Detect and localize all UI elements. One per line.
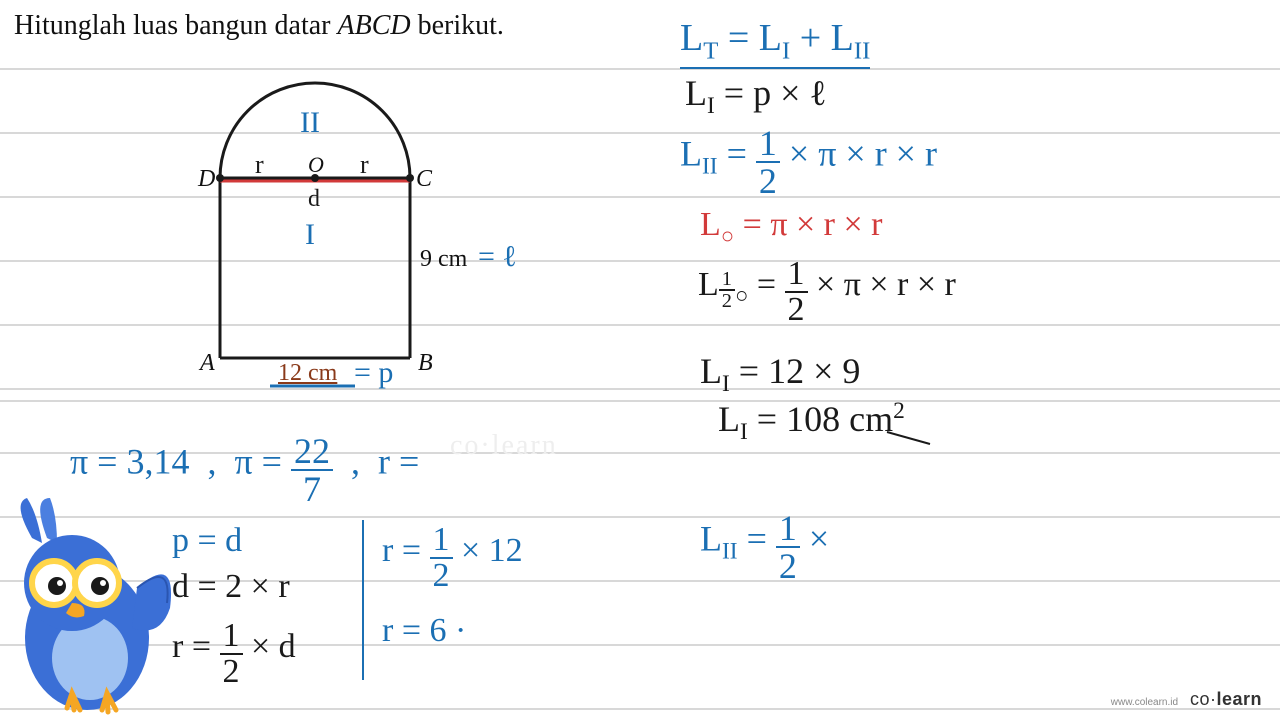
- prompt-pre: Hitunglah luas bangun datar: [14, 10, 337, 41]
- frac-d2: 2: [785, 293, 808, 327]
- frac-n2: 1: [785, 257, 808, 293]
- label-r-left: r: [255, 150, 264, 180]
- brand-pre: co·: [1190, 689, 1217, 709]
- divider-line: [362, 520, 364, 680]
- footer-brand: www.colearn.id co·learn: [1111, 689, 1262, 710]
- frac-n: 1: [756, 125, 780, 163]
- brand-bold: learn: [1216, 689, 1262, 709]
- label-D: D: [198, 166, 215, 193]
- label-9cm-eq: = ℓ: [478, 240, 517, 274]
- geometry-diagram: D C A B O II I d r r 9 cm = ℓ 12 cm = p: [160, 58, 470, 388]
- eq-LI-result: LI = 108 cm2: [718, 398, 905, 446]
- frac-d3: 2: [776, 548, 800, 584]
- eq-Lhalf: L12○ = 12 × π × r × r: [698, 252, 956, 322]
- footer-site: www.colearn.id: [1111, 697, 1178, 708]
- pi-frac-n: 22: [291, 433, 333, 471]
- problem-prompt: Hitunglah luas bangun datar ABCD berikut…: [14, 10, 504, 42]
- eq-r-6: r = 6 ·: [382, 612, 466, 650]
- pi-frac-d: 7: [291, 471, 333, 507]
- eq-Lo: L○ = π × r × r: [700, 206, 882, 249]
- eq-LII-start: LII = 12 ×: [700, 505, 829, 579]
- label-I: I: [305, 218, 315, 252]
- watermark: co·learn: [450, 430, 558, 462]
- eq-LI-calc: LI = 12 × 9: [700, 350, 860, 398]
- eq-LI-def: LI = p × ℓ: [685, 72, 827, 120]
- rh-n: 1: [220, 619, 243, 655]
- eq-d-2r: d = 2 × r: [172, 568, 290, 606]
- prompt-abcd: ABCD: [337, 10, 410, 41]
- frac-n3: 1: [776, 510, 800, 548]
- label-C: C: [416, 166, 432, 193]
- label-12cm: 12 cm: [278, 360, 337, 387]
- eq-pi: π = 3,14 , π = 227 , r =: [70, 428, 419, 502]
- r12-d: 2: [430, 559, 453, 593]
- eq-LT: LT = LI + LII: [680, 16, 870, 69]
- label-II: II: [300, 106, 320, 140]
- eq-LII-def: LII = 12 × π × r × r: [680, 120, 937, 194]
- label-A: A: [200, 350, 215, 377]
- prompt-post: berikut.: [411, 10, 504, 41]
- eq-p-eq-d: p = d: [172, 522, 242, 560]
- label-9cm: 9 cm: [420, 246, 467, 273]
- eq-r-half-d: r = 12 × d: [172, 614, 296, 684]
- label-12cm-eq: = p: [354, 356, 393, 390]
- eq-r-half-12: r = 12 × 12: [382, 518, 523, 588]
- r12-n: 1: [430, 523, 453, 559]
- label-O: O: [308, 152, 324, 178]
- frac-d: 2: [756, 163, 780, 199]
- label-B: B: [418, 350, 433, 377]
- rh-d: 2: [220, 655, 243, 689]
- label-r-right: r: [360, 150, 369, 180]
- mascot-bird: [2, 498, 177, 718]
- label-d: d: [308, 186, 320, 213]
